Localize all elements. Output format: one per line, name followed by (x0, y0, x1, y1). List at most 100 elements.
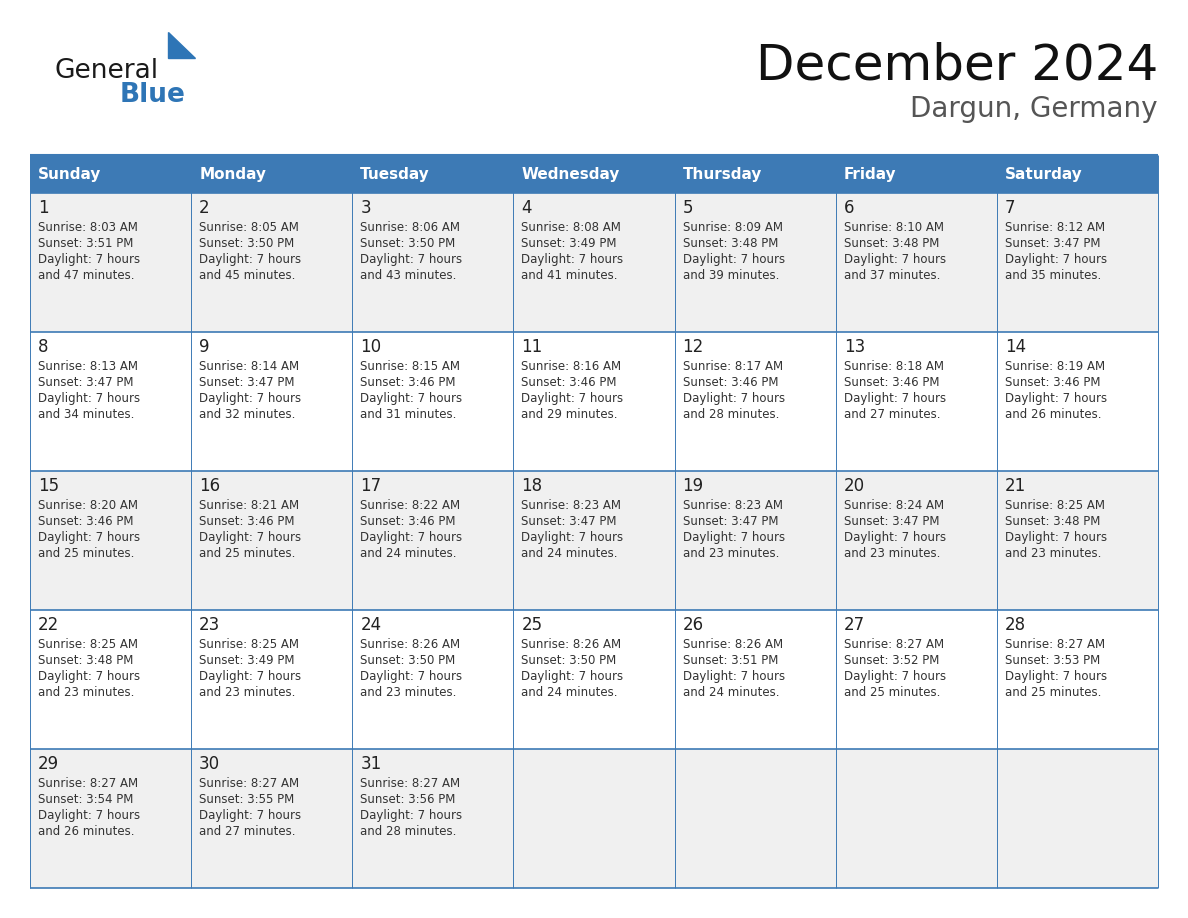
Text: and 35 minutes.: and 35 minutes. (1005, 269, 1101, 282)
Text: Daylight: 7 hours: Daylight: 7 hours (522, 392, 624, 405)
Text: and 29 minutes.: and 29 minutes. (522, 408, 618, 421)
Text: Sunrise: 8:20 AM: Sunrise: 8:20 AM (38, 499, 138, 512)
Text: and 28 minutes.: and 28 minutes. (360, 825, 456, 838)
Text: Sunrise: 8:25 AM: Sunrise: 8:25 AM (200, 638, 299, 651)
Text: and 41 minutes.: and 41 minutes. (522, 269, 618, 282)
Text: and 23 minutes.: and 23 minutes. (200, 686, 296, 699)
Text: and 25 minutes.: and 25 minutes. (200, 547, 296, 560)
Text: Sunset: 3:47 PM: Sunset: 3:47 PM (1005, 237, 1100, 250)
Text: and 25 minutes.: and 25 minutes. (843, 686, 940, 699)
Polygon shape (168, 32, 195, 58)
Text: Sunrise: 8:27 AM: Sunrise: 8:27 AM (360, 777, 461, 790)
Text: Daylight: 7 hours: Daylight: 7 hours (200, 670, 302, 683)
Text: 10: 10 (360, 338, 381, 356)
Text: Sunrise: 8:19 AM: Sunrise: 8:19 AM (1005, 360, 1105, 373)
Text: Daylight: 7 hours: Daylight: 7 hours (200, 392, 302, 405)
Text: Sunset: 3:53 PM: Sunset: 3:53 PM (1005, 654, 1100, 667)
Text: Thursday: Thursday (683, 166, 762, 182)
Text: Saturday: Saturday (1005, 166, 1082, 182)
Text: December 2024: December 2024 (756, 42, 1158, 90)
Text: Wednesday: Wednesday (522, 166, 620, 182)
Text: 16: 16 (200, 477, 220, 495)
Text: 14: 14 (1005, 338, 1026, 356)
Text: and 23 minutes.: and 23 minutes. (360, 686, 456, 699)
Text: and 23 minutes.: and 23 minutes. (1005, 547, 1101, 560)
Text: and 26 minutes.: and 26 minutes. (1005, 408, 1101, 421)
Text: 21: 21 (1005, 477, 1026, 495)
Text: Sunrise: 8:23 AM: Sunrise: 8:23 AM (522, 499, 621, 512)
Text: Daylight: 7 hours: Daylight: 7 hours (38, 392, 140, 405)
Text: Sunrise: 8:26 AM: Sunrise: 8:26 AM (683, 638, 783, 651)
Text: 29: 29 (38, 755, 59, 773)
Text: Sunset: 3:49 PM: Sunset: 3:49 PM (522, 237, 617, 250)
FancyBboxPatch shape (30, 471, 1158, 610)
Text: and 24 minutes.: and 24 minutes. (522, 547, 618, 560)
Text: Sunset: 3:48 PM: Sunset: 3:48 PM (843, 237, 939, 250)
Text: Sunset: 3:47 PM: Sunset: 3:47 PM (200, 376, 295, 389)
Text: Sunrise: 8:27 AM: Sunrise: 8:27 AM (1005, 638, 1105, 651)
Text: Dargun, Germany: Dargun, Germany (910, 95, 1158, 123)
Text: General: General (55, 58, 159, 84)
Text: 24: 24 (360, 616, 381, 634)
Text: Sunset: 3:50 PM: Sunset: 3:50 PM (200, 237, 295, 250)
FancyBboxPatch shape (30, 155, 1158, 193)
Text: Sunrise: 8:13 AM: Sunrise: 8:13 AM (38, 360, 138, 373)
Text: and 24 minutes.: and 24 minutes. (683, 686, 779, 699)
Text: Daylight: 7 hours: Daylight: 7 hours (843, 670, 946, 683)
Text: Tuesday: Tuesday (360, 166, 430, 182)
Text: Daylight: 7 hours: Daylight: 7 hours (38, 670, 140, 683)
Text: Daylight: 7 hours: Daylight: 7 hours (522, 253, 624, 266)
Text: Sunset: 3:46 PM: Sunset: 3:46 PM (360, 376, 456, 389)
Text: and 37 minutes.: and 37 minutes. (843, 269, 940, 282)
FancyBboxPatch shape (30, 749, 1158, 888)
Text: 26: 26 (683, 616, 703, 634)
Text: Sunrise: 8:27 AM: Sunrise: 8:27 AM (38, 777, 138, 790)
Text: Daylight: 7 hours: Daylight: 7 hours (200, 253, 302, 266)
Text: and 26 minutes.: and 26 minutes. (38, 825, 134, 838)
Text: Sunset: 3:49 PM: Sunset: 3:49 PM (200, 654, 295, 667)
Text: Blue: Blue (120, 82, 185, 108)
Text: Daylight: 7 hours: Daylight: 7 hours (360, 531, 462, 544)
Text: Sunrise: 8:18 AM: Sunrise: 8:18 AM (843, 360, 943, 373)
Text: Sunset: 3:47 PM: Sunset: 3:47 PM (522, 515, 617, 528)
Text: Daylight: 7 hours: Daylight: 7 hours (38, 253, 140, 266)
Text: 8: 8 (38, 338, 49, 356)
Text: and 27 minutes.: and 27 minutes. (200, 825, 296, 838)
Text: Sunset: 3:56 PM: Sunset: 3:56 PM (360, 793, 456, 806)
Text: Daylight: 7 hours: Daylight: 7 hours (200, 809, 302, 822)
Text: Sunset: 3:50 PM: Sunset: 3:50 PM (360, 654, 455, 667)
Text: Sunset: 3:47 PM: Sunset: 3:47 PM (683, 515, 778, 528)
FancyBboxPatch shape (30, 610, 1158, 749)
Text: and 24 minutes.: and 24 minutes. (360, 547, 456, 560)
Text: Daylight: 7 hours: Daylight: 7 hours (1005, 531, 1107, 544)
Text: Sunset: 3:50 PM: Sunset: 3:50 PM (360, 237, 455, 250)
Text: and 23 minutes.: and 23 minutes. (843, 547, 940, 560)
Text: 11: 11 (522, 338, 543, 356)
Text: Sunrise: 8:09 AM: Sunrise: 8:09 AM (683, 221, 783, 234)
Text: Daylight: 7 hours: Daylight: 7 hours (522, 531, 624, 544)
Text: Monday: Monday (200, 166, 266, 182)
Text: and 47 minutes.: and 47 minutes. (38, 269, 134, 282)
Text: Sunset: 3:46 PM: Sunset: 3:46 PM (1005, 376, 1100, 389)
Text: Sunrise: 8:17 AM: Sunrise: 8:17 AM (683, 360, 783, 373)
Text: 22: 22 (38, 616, 59, 634)
Text: Sunset: 3:46 PM: Sunset: 3:46 PM (522, 376, 617, 389)
Text: Sunrise: 8:10 AM: Sunrise: 8:10 AM (843, 221, 943, 234)
Text: 23: 23 (200, 616, 221, 634)
Text: 12: 12 (683, 338, 703, 356)
Text: Sunrise: 8:14 AM: Sunrise: 8:14 AM (200, 360, 299, 373)
Text: 31: 31 (360, 755, 381, 773)
Text: 19: 19 (683, 477, 703, 495)
Text: Daylight: 7 hours: Daylight: 7 hours (200, 531, 302, 544)
Text: Daylight: 7 hours: Daylight: 7 hours (683, 670, 785, 683)
Text: Sunset: 3:46 PM: Sunset: 3:46 PM (683, 376, 778, 389)
Text: Sunset: 3:46 PM: Sunset: 3:46 PM (200, 515, 295, 528)
Text: Sunset: 3:52 PM: Sunset: 3:52 PM (843, 654, 939, 667)
Text: and 39 minutes.: and 39 minutes. (683, 269, 779, 282)
Text: 6: 6 (843, 199, 854, 217)
Text: Sunset: 3:50 PM: Sunset: 3:50 PM (522, 654, 617, 667)
Text: Sunrise: 8:06 AM: Sunrise: 8:06 AM (360, 221, 460, 234)
Text: 9: 9 (200, 338, 209, 356)
Text: 15: 15 (38, 477, 59, 495)
Text: Sunset: 3:46 PM: Sunset: 3:46 PM (360, 515, 456, 528)
